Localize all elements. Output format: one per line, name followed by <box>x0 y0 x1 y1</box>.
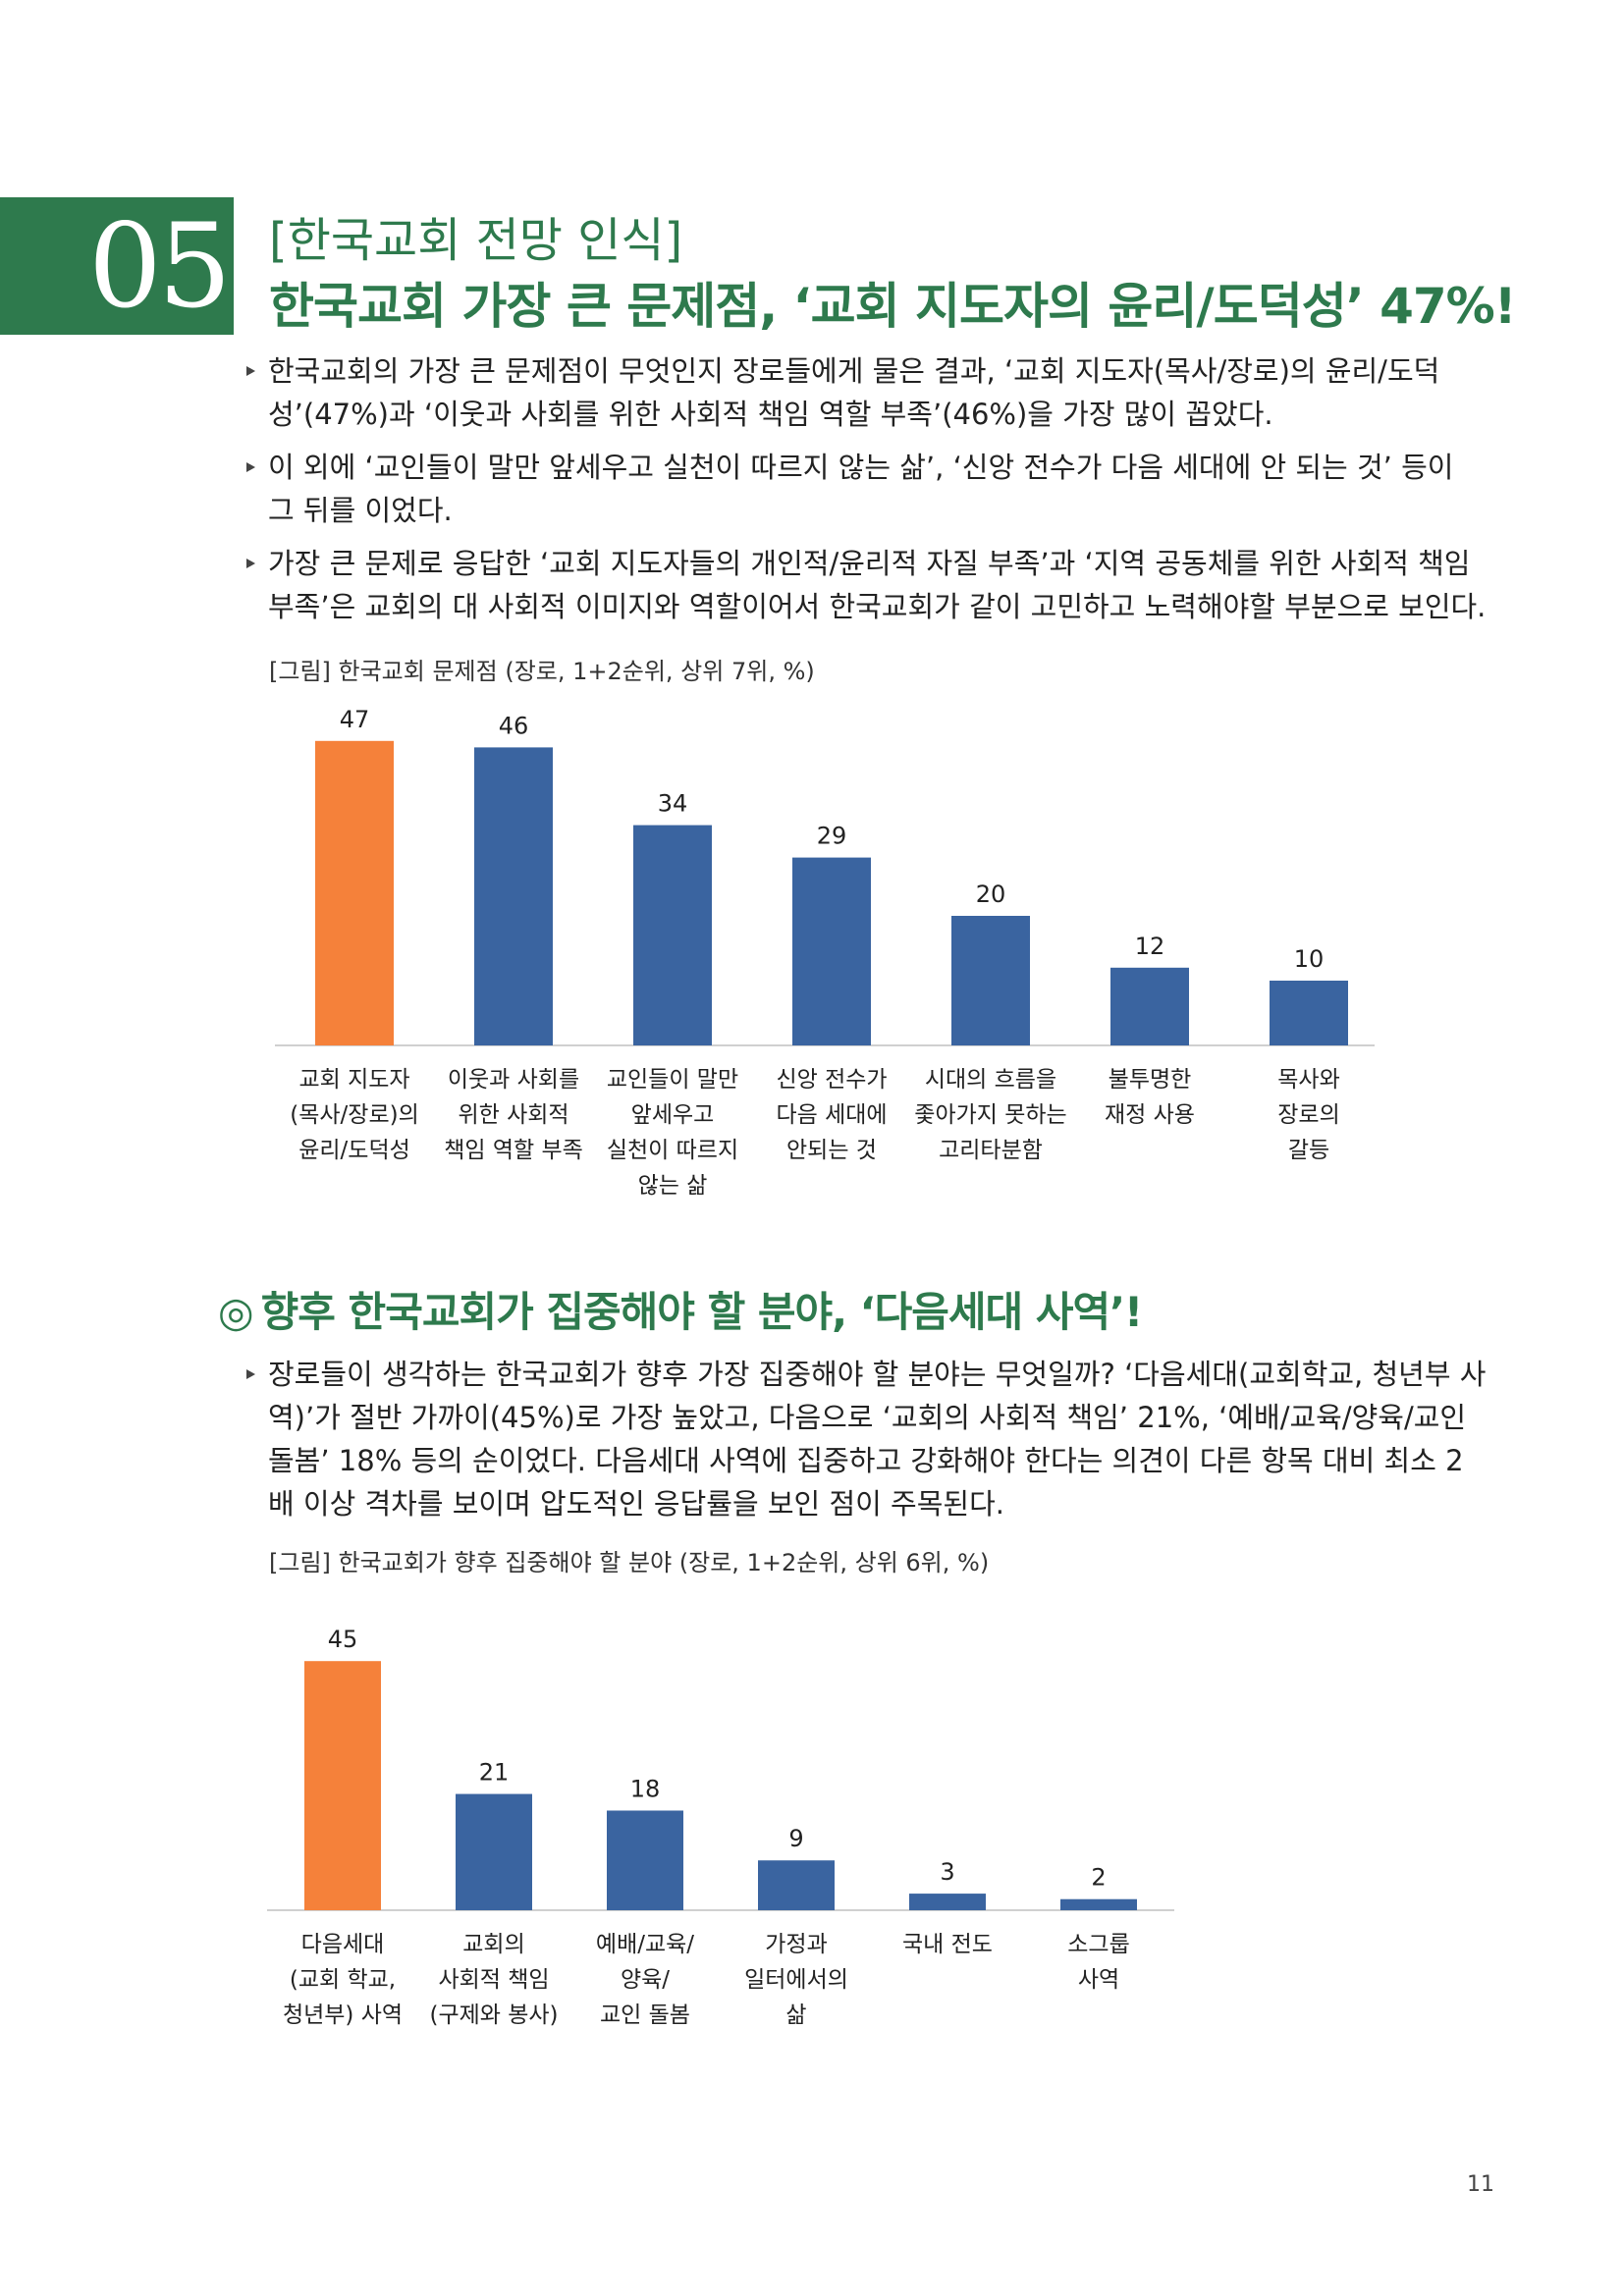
bar-value-label: 20 <box>976 881 1006 908</box>
category-label-line: 교회 지도자 <box>298 1067 409 1093</box>
bar <box>633 825 712 1045</box>
subheading-text: 향후 한국교회가 집중해야 할 분야, ‘다음세대 사역’! <box>260 1288 1144 1336</box>
category-label-line: 교인 돌봄 <box>600 2002 690 2028</box>
category-label-line: 안되는 것 <box>786 1138 877 1163</box>
category-label-line: 교회의 <box>462 1932 524 1957</box>
bar <box>792 857 871 1045</box>
bullet-item: 가장 큰 문제로 응답한 ‘교회 지도자들의 개인적/윤리적 자질 부족’과 ‘… <box>241 542 1488 628</box>
bar-value-label: 29 <box>817 823 847 850</box>
bar-value-label: 45 <box>328 1626 358 1653</box>
bar <box>758 1860 835 1910</box>
page-number: 11 <box>1467 2172 1494 2197</box>
category-label-line: 않는 삶 <box>638 1173 708 1199</box>
section-number: 05 <box>0 197 234 335</box>
category-label-line: 일터에서의 <box>744 1967 848 1993</box>
category-label-line: 신앙 전수가 <box>776 1067 887 1093</box>
category-label-line: 불투명한 <box>1109 1067 1192 1093</box>
bar <box>909 1894 986 1910</box>
category-label-line: 양육/ <box>621 1967 670 1993</box>
bar-value-label: 10 <box>1294 945 1325 973</box>
category-label-line: 청년부) 사역 <box>283 2002 403 2028</box>
subheading-mark: ◎ <box>218 1288 254 1336</box>
category-label-line: 고리타분함 <box>939 1138 1043 1163</box>
bar-value-label: 46 <box>499 712 529 739</box>
category-label-line: 사회적 책임 <box>438 1967 549 1993</box>
figure-1-caption: [그림] 한국교회 문제점 (장로, 1+2순위, 상위 7위, %) <box>269 658 815 685</box>
bar-value-label: 2 <box>1091 1864 1106 1892</box>
figure-2-caption: [그림] 한국교회가 향후 집중해야 할 분야 (장로, 1+2순위, 상위 6… <box>269 1549 990 1576</box>
category-label-line: 이웃과 사회를 <box>448 1067 579 1093</box>
category-label-line: 앞세우고 <box>631 1102 715 1128</box>
bar <box>474 747 553 1045</box>
bullet-item: 한국교회의 가장 큰 문제점이 무엇인지 장로들에게 물은 결과, ‘교회 지도… <box>241 349 1488 436</box>
bar <box>304 1661 381 1910</box>
bar <box>456 1793 532 1910</box>
category-label-line: 삶 <box>785 2002 806 2028</box>
bar-value-label: 3 <box>940 1858 954 1886</box>
category-label-line: 소그룹 <box>1067 1932 1129 1957</box>
category-label-line: 다음 세대에 <box>776 1102 887 1128</box>
category-label-line: 좇아가지 못하는 <box>914 1102 1066 1128</box>
bar <box>1060 1898 1137 1910</box>
category-label-line: 다음세대 <box>301 1932 385 1957</box>
bar <box>607 1810 683 1910</box>
category-label-line: 위한 사회적 <box>458 1102 568 1128</box>
bar <box>1270 981 1348 1045</box>
category-label-line: 윤리/도덕성 <box>298 1138 410 1163</box>
bar-value-label: 18 <box>630 1775 661 1802</box>
category-label-line: 교인들이 말만 <box>607 1067 738 1093</box>
category-label-line: 시대의 흐름을 <box>925 1067 1056 1093</box>
bar <box>315 740 394 1045</box>
category-label-line: 장로의 <box>1277 1102 1339 1128</box>
bar-value-label: 21 <box>479 1759 510 1787</box>
category-label-line: 국내 전도 <box>902 1932 993 1957</box>
category-label-line: 목사와 <box>1277 1067 1339 1093</box>
bar-value-label: 9 <box>788 1825 803 1852</box>
category-label-line: (목사/장로)의 <box>290 1102 419 1128</box>
category-label-line: (교회 학교, <box>290 1967 396 1993</box>
category-label-line: 실천이 따르지 <box>607 1138 738 1163</box>
bullet-item: 장로들이 생각하는 한국교회가 향후 가장 집중해야 할 분야는 무엇일까? ‘… <box>241 1353 1488 1525</box>
category-label-line: 재정 사용 <box>1105 1102 1195 1128</box>
category-label-line: (구제와 봉사) <box>429 2002 558 2028</box>
section-kicker: [한국교회 전망 인식] <box>269 213 683 268</box>
bullet-item: 이 외에 ‘교인들이 말만 앞세우고 실천이 따르지 않는 삶’, ‘신앙 전수… <box>241 446 1488 532</box>
bullet-list-2: 장로들이 생각하는 한국교회가 향후 가장 집중해야 할 분야는 무엇일까? ‘… <box>241 1353 1488 1535</box>
category-label-line: 책임 역할 부족 <box>444 1138 583 1163</box>
category-label-line: 갈등 <box>1288 1138 1329 1163</box>
category-label-line: 가정과 <box>765 1932 827 1957</box>
bar-value-label: 34 <box>658 790 688 818</box>
subheading: ◎ 향후 한국교회가 집중해야 할 분야, ‘다음세대 사역’! <box>218 1279 1144 1339</box>
category-label-line: 예배/교육/ <box>596 1932 694 1957</box>
bar-value-label: 12 <box>1135 933 1165 960</box>
section-title: 한국교회 가장 큰 문제점, ‘교회 지도자의 윤리/도덕성’ 47%! <box>269 278 1517 335</box>
bar <box>951 916 1030 1045</box>
category-label-line: 사역 <box>1078 1967 1119 1993</box>
bullet-list-1: 한국교회의 가장 큰 문제점이 무엇인지 장로들에게 물은 결과, ‘교회 지도… <box>241 349 1488 638</box>
bar-value-label: 47 <box>340 706 370 733</box>
bar <box>1110 967 1189 1045</box>
